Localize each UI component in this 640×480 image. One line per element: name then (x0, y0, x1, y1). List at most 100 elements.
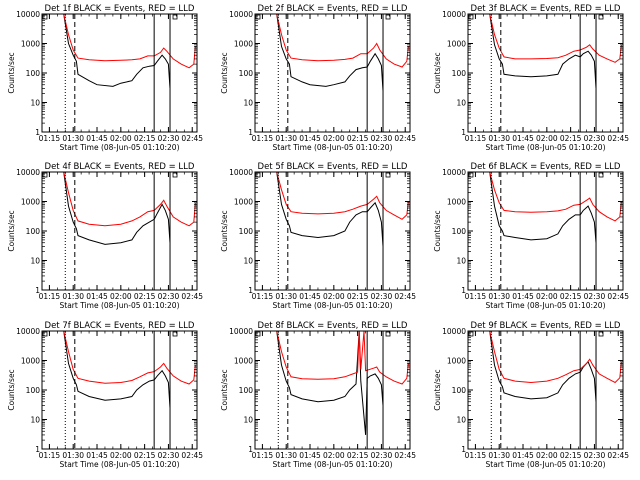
x-tick-label: 02:30 (584, 134, 606, 143)
x-tick-label: 02:30 (371, 451, 393, 460)
y-tick-label: 10 (456, 99, 466, 108)
y-tick-label: 10000 (16, 168, 40, 177)
y-tick-label: 100 (452, 227, 467, 236)
y-tick-label: 100 (239, 69, 254, 78)
series-line-events (256, 13, 384, 91)
corner-marker (385, 172, 391, 178)
x-tick-label: 01:30 (275, 451, 297, 460)
x-tick-label: 01:45 (512, 451, 534, 460)
series-line-events (43, 13, 171, 89)
chart-panel: Det 2f BLACK = Events, RED = LLD 1 10 100 10… (220, 4, 416, 152)
y-tick-label: 100 (26, 227, 41, 236)
chart-panel: Det 5f BLACK = Events, RED = LLD 1 10 100 10… (220, 162, 416, 310)
x-axis-label: Start Time (08-Jun-05 01:10:20) (60, 301, 180, 310)
x-tick-label: 02:30 (158, 134, 180, 143)
chart-panel: Det 3f BLACK = Events, RED = LLD 1 10 100 10… (433, 4, 629, 152)
y-tick-label: 10 (30, 416, 40, 425)
x-axis-label: Start Time (08-Jun-05 01:10:20) (273, 301, 393, 310)
x-axis-label: Start Time (08-Jun-05 01:10:20) (60, 143, 180, 152)
y-tick-label: 100 (239, 386, 254, 395)
corner-marker (598, 331, 604, 337)
y-tick-label: 1000 (447, 198, 466, 207)
x-tick-label: 01:30 (488, 134, 510, 143)
panel-title: Det 8f BLACK = Events, RED = LLD (258, 321, 408, 331)
series-line-lld (256, 171, 409, 220)
x-tick-label: 01:15 (252, 134, 274, 143)
chart-panel: Det 9f BLACK = Events, RED = LLD 1 10 100 10… (433, 321, 629, 469)
series-line-events (469, 330, 597, 402)
panel-title: Det 5f BLACK = Events, RED = LLD (258, 162, 408, 172)
y-tick-label: 1000 (447, 357, 466, 366)
x-tick-label: 01:45 (86, 134, 108, 143)
y-tick-label: 1000 (21, 198, 40, 207)
x-tick-label: 02:00 (323, 134, 345, 143)
x-tick-label: 02:45 (607, 451, 629, 460)
y-tick-label: 1000 (447, 40, 466, 49)
x-tick-label: 02:15 (347, 134, 369, 143)
series-line-lld (43, 13, 196, 69)
y-tick-label: 10 (456, 257, 466, 266)
chart-panel: Det 4f BLACK = Events, RED = LLD 1 10 100 10… (7, 162, 203, 310)
x-tick-label: 02:00 (110, 292, 132, 301)
y-tick-label: 1 (35, 286, 40, 295)
y-axis-label: Counts/sec (220, 210, 229, 251)
x-axis-label: Start Time (08-Jun-05 01:10:20) (486, 301, 606, 310)
y-tick-label: 100 (239, 227, 254, 236)
y-axis-label: Counts/sec (7, 210, 16, 251)
x-tick-label: 01:15 (465, 292, 487, 301)
x-tick-label: 02:15 (347, 451, 369, 460)
y-tick-label: 10 (243, 416, 253, 425)
series-line-events (43, 171, 171, 245)
series-line-lld (43, 171, 196, 227)
y-tick-label: 1 (248, 286, 253, 295)
y-tick-label: 1000 (234, 40, 253, 49)
x-tick-label: 01:45 (512, 134, 534, 143)
x-tick-label: 01:15 (39, 134, 61, 143)
corner-marker (172, 14, 178, 20)
y-tick-label: 10000 (442, 168, 466, 177)
series-line-events (256, 171, 384, 247)
y-tick-label: 1000 (234, 198, 253, 207)
x-tick-label: 02:30 (584, 451, 606, 460)
corner-marker (172, 172, 178, 178)
x-tick-label: 02:30 (371, 292, 393, 301)
corner-marker (598, 14, 604, 20)
x-tick-label: 01:15 (39, 451, 61, 460)
plot-frame (254, 13, 411, 133)
x-tick-label: 02:45 (394, 451, 416, 460)
y-tick-label: 10000 (229, 168, 253, 177)
panel-title: Det 1f BLACK = Events, RED = LLD (45, 4, 195, 14)
x-tick-label: 01:30 (62, 292, 84, 301)
plot-frame (467, 171, 624, 291)
x-tick-label: 02:00 (536, 451, 558, 460)
plot-frame (41, 13, 198, 133)
panel-title: Det 2f BLACK = Events, RED = LLD (258, 4, 408, 14)
y-tick-label: 1 (461, 286, 466, 295)
series-line-lld (469, 330, 622, 384)
y-tick-label: 10 (456, 416, 466, 425)
x-tick-label: 02:45 (181, 134, 203, 143)
y-tick-label: 10 (30, 99, 40, 108)
x-tick-label: 01:45 (299, 134, 321, 143)
panel-title: Det 9f BLACK = Events, RED = LLD (471, 321, 621, 331)
x-tick-label: 02:45 (181, 451, 203, 460)
y-tick-label: 10000 (229, 327, 253, 336)
x-tick-label: 01:30 (488, 292, 510, 301)
x-tick-label: 01:45 (299, 292, 321, 301)
x-tick-label: 02:00 (323, 292, 345, 301)
y-axis-label: Counts/sec (7, 52, 16, 93)
chart-panel: Det 8f BLACK = Events, RED = LLD 1 10 100 10… (220, 321, 416, 469)
plot-frame (41, 330, 198, 450)
y-tick-label: 10000 (229, 10, 253, 19)
y-tick-label: 1 (461, 128, 466, 137)
x-tick-label: 01:15 (465, 451, 487, 460)
y-axis-label: Counts/sec (220, 369, 229, 410)
y-tick-label: 100 (452, 386, 467, 395)
chart-panel: Det 1f BLACK = Events, RED = LLD 1 10 100 10… (7, 4, 203, 152)
x-tick-label: 02:15 (347, 292, 369, 301)
y-tick-label: 1 (35, 128, 40, 137)
x-axis-label: Start Time (08-Jun-05 01:10:20) (486, 143, 606, 152)
plot-frame (254, 330, 411, 450)
x-tick-label: 02:15 (560, 451, 582, 460)
